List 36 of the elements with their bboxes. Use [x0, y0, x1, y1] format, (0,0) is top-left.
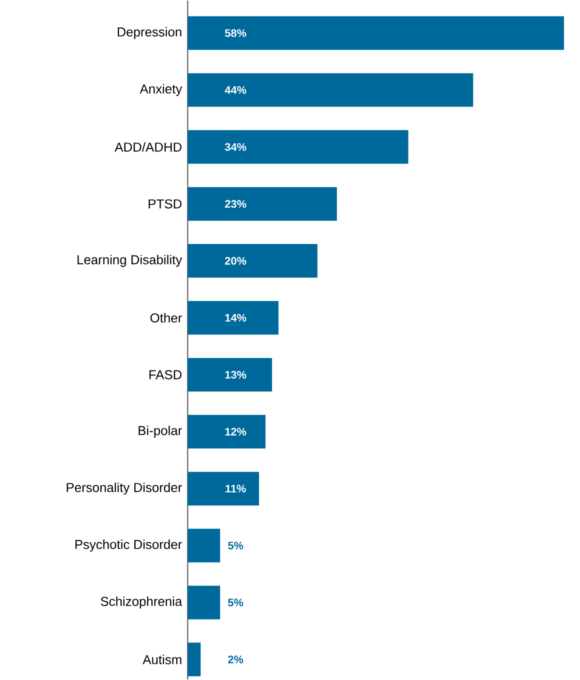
y-tick-label: Anxiety — [140, 84, 182, 96]
bar — [188, 472, 260, 506]
bar — [188, 187, 337, 221]
data-label: 12% — [225, 428, 246, 436]
bar — [188, 528, 220, 562]
data-label: 5% — [228, 598, 244, 606]
data-label: 11% — [226, 484, 246, 492]
y-tick-label: Other — [150, 313, 182, 323]
data-label: 14% — [225, 314, 246, 322]
data-label: 2% — [228, 656, 244, 664]
y-tick-label: PTSD — [148, 199, 182, 208]
data-label: 5% — [228, 542, 244, 550]
data-label: 58% — [224, 29, 246, 37]
bar — [188, 642, 201, 676]
y-tick-label: FASD — [149, 370, 182, 380]
y-tick-label: Psychotic Disorder — [75, 540, 182, 552]
bar — [188, 16, 564, 50]
bar — [188, 358, 272, 392]
y-tick-label: Autism — [142, 654, 182, 664]
data-label: 23% — [225, 200, 246, 208]
data-label: 20% — [225, 256, 246, 265]
bar — [188, 244, 318, 278]
y-tick-label: ADD/ADHD — [114, 142, 182, 152]
bar — [188, 301, 279, 335]
bar — [188, 73, 474, 107]
bar — [188, 414, 266, 448]
y-tick-label: Bi-polar — [138, 426, 182, 438]
y-tick-label: Schizophrenia — [100, 596, 182, 609]
y-tick-label: Learning Disability — [78, 254, 182, 267]
data-label: 34% — [224, 143, 246, 151]
y-tick-label: Personality Disorder — [66, 482, 182, 495]
data-label: 13% — [225, 370, 246, 379]
y-tick-label: Depression — [118, 27, 182, 40]
bar — [188, 586, 220, 620]
data-label: 44% — [224, 86, 246, 94]
bar — [188, 130, 408, 164]
